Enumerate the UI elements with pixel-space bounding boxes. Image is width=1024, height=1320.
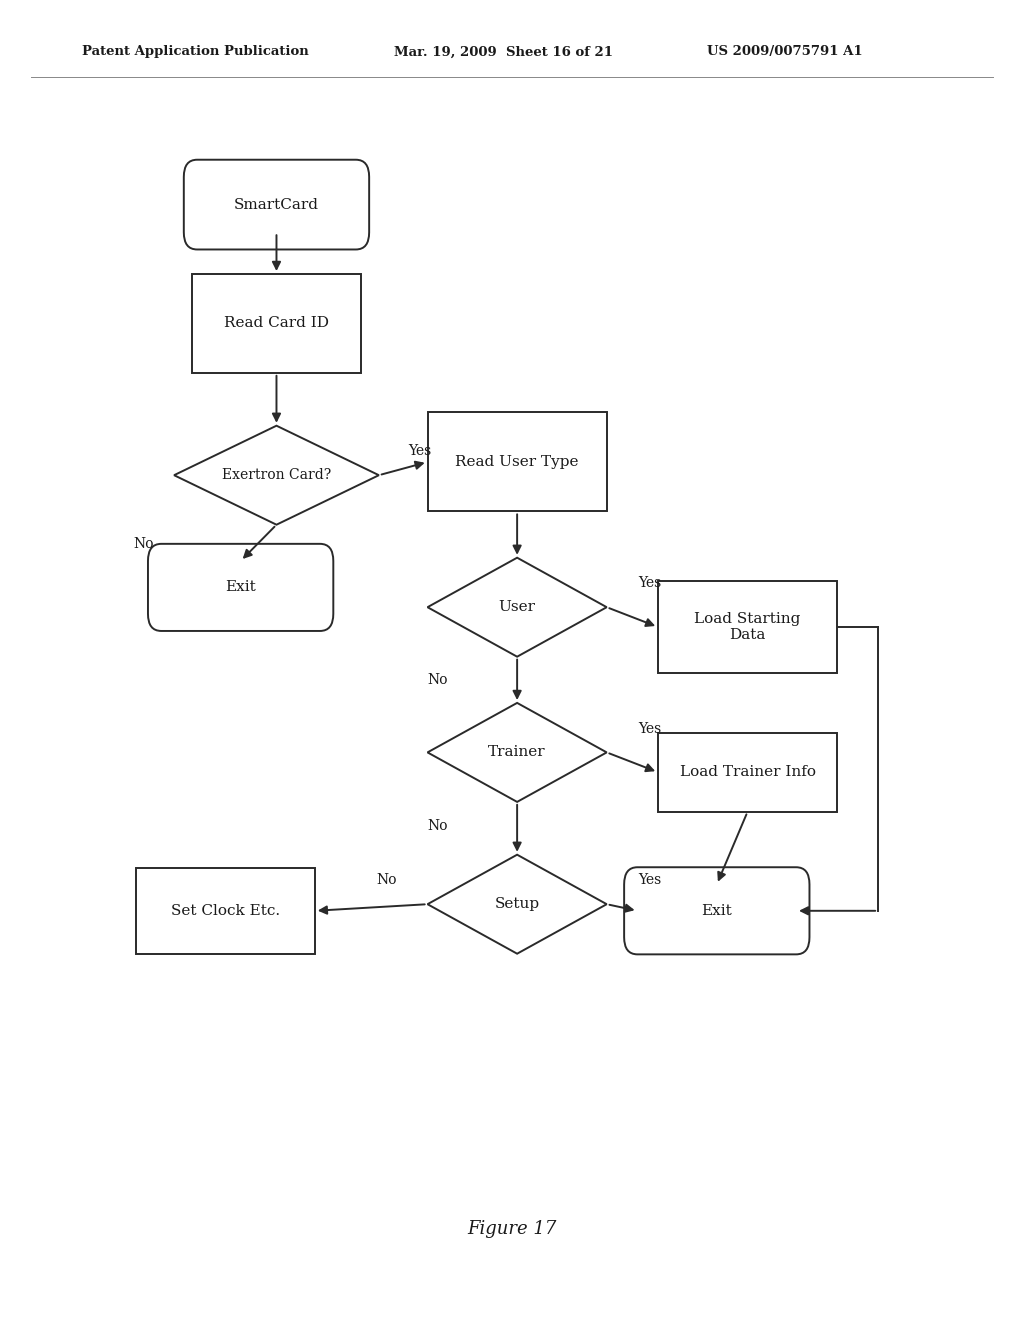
FancyBboxPatch shape <box>184 160 369 249</box>
Text: No: No <box>133 537 154 552</box>
Text: Load Trainer Info: Load Trainer Info <box>680 766 815 779</box>
Text: Figure 17: Figure 17 <box>467 1220 557 1238</box>
Text: Trainer: Trainer <box>488 746 546 759</box>
Text: Yes: Yes <box>638 722 662 735</box>
Text: No: No <box>427 673 449 688</box>
Text: Exit: Exit <box>225 581 256 594</box>
Text: Exertron Card?: Exertron Card? <box>222 469 331 482</box>
Text: Patent Application Publication: Patent Application Publication <box>82 45 308 58</box>
Text: Load Starting
Data: Load Starting Data <box>694 612 801 642</box>
Bar <box>135 869 315 953</box>
Text: Yes: Yes <box>409 445 431 458</box>
Text: Yes: Yes <box>638 874 662 887</box>
Text: Exit: Exit <box>701 904 732 917</box>
Text: Set Clock Etc.: Set Clock Etc. <box>171 904 280 917</box>
Polygon shape <box>428 855 606 953</box>
Polygon shape <box>174 425 379 524</box>
Text: Setup: Setup <box>495 898 540 911</box>
Text: User: User <box>499 601 536 614</box>
Text: No: No <box>427 818 449 833</box>
Text: Mar. 19, 2009  Sheet 16 of 21: Mar. 19, 2009 Sheet 16 of 21 <box>394 45 613 58</box>
Bar <box>657 733 837 812</box>
FancyBboxPatch shape <box>147 544 333 631</box>
Bar <box>657 581 837 673</box>
Text: SmartCard: SmartCard <box>233 198 319 211</box>
FancyBboxPatch shape <box>624 867 809 954</box>
Text: Read User Type: Read User Type <box>456 455 579 469</box>
Text: No: No <box>376 874 397 887</box>
Text: Yes: Yes <box>638 577 662 590</box>
Polygon shape <box>428 704 606 801</box>
Text: US 2009/0075791 A1: US 2009/0075791 A1 <box>707 45 862 58</box>
Text: Read Card ID: Read Card ID <box>224 317 329 330</box>
Bar <box>193 275 361 372</box>
Polygon shape <box>428 557 606 656</box>
Bar <box>428 412 606 511</box>
